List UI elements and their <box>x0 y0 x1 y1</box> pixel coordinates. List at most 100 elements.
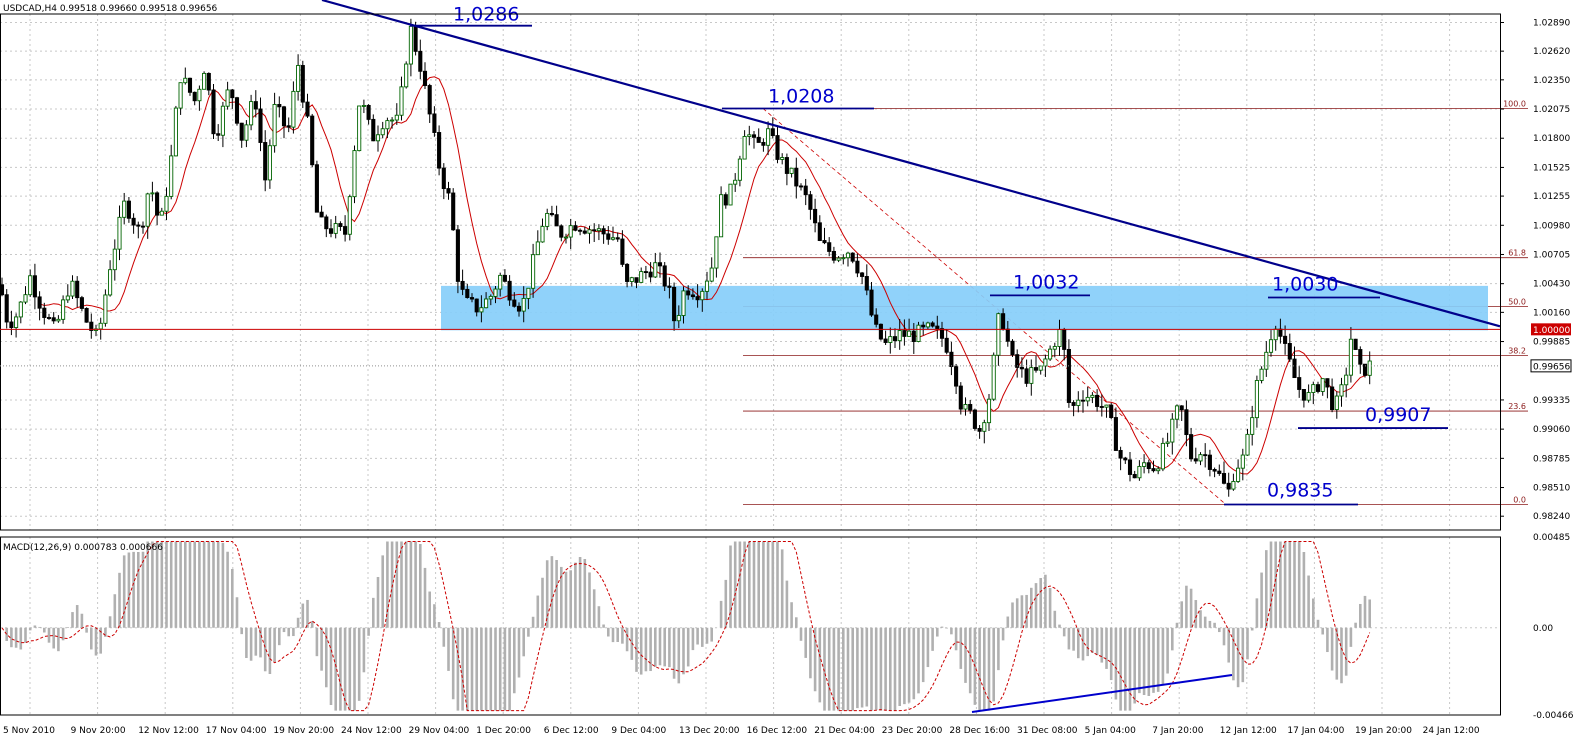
candle <box>1339 377 1344 407</box>
candle <box>775 126 780 164</box>
candle-body <box>531 254 536 289</box>
candle <box>502 269 507 283</box>
candle-body <box>117 216 122 250</box>
price-tick-label: 0.98785 <box>1533 454 1570 464</box>
candle-body <box>1038 365 1043 371</box>
time-tick-label: 21 Dec 04:00 <box>814 726 875 736</box>
candle <box>1099 394 1104 417</box>
candle-body <box>582 230 587 234</box>
candle <box>808 190 813 220</box>
candle <box>1104 404 1109 418</box>
candle <box>841 254 846 265</box>
candle-body <box>385 120 390 130</box>
candle <box>140 221 146 234</box>
time-tick-label: 9 Dec 04:00 <box>611 726 666 736</box>
candle <box>1109 402 1114 420</box>
candle-body <box>601 228 606 235</box>
candle <box>991 352 996 402</box>
candle <box>634 277 639 289</box>
candle-body <box>220 105 225 136</box>
candle <box>37 291 42 321</box>
macd-tick-label: 0.00485 <box>1533 533 1570 543</box>
candle <box>422 62 428 90</box>
candle-body <box>493 288 498 297</box>
candle-body <box>1301 389 1306 401</box>
candle <box>394 103 399 125</box>
candle <box>328 219 334 238</box>
candle-body <box>944 337 949 353</box>
candle <box>845 251 851 267</box>
candle <box>1212 467 1217 478</box>
price-tick-label: 1.00430 <box>1533 280 1570 290</box>
candle-body <box>860 272 865 277</box>
candle <box>1301 389 1306 408</box>
current-price-label: 0.99656 <box>1533 362 1570 372</box>
candle <box>620 230 625 267</box>
candle <box>239 122 244 148</box>
candle-body <box>1250 417 1255 435</box>
candle-body <box>319 211 324 218</box>
candle-body <box>375 134 381 142</box>
price-tick-label: 0.99885 <box>1533 338 1570 348</box>
candle <box>465 283 470 299</box>
candle <box>75 276 80 308</box>
candle-body <box>366 105 371 120</box>
candle-body <box>667 285 672 288</box>
candle <box>211 83 216 139</box>
candle-body <box>1236 467 1241 482</box>
candle-body <box>418 50 423 72</box>
candle-body <box>1189 434 1194 460</box>
candle <box>601 225 606 244</box>
candle-body <box>1179 405 1184 411</box>
candle-body <box>568 225 573 238</box>
candle <box>686 285 691 300</box>
time-tick-label: 16 Dec 12:00 <box>747 726 808 736</box>
candle <box>437 125 442 176</box>
candle <box>352 145 357 204</box>
candle <box>860 271 865 285</box>
candle-body <box>1268 339 1274 353</box>
candle-body <box>357 105 362 152</box>
price-annotations: 1,0286 1,0208 1,0032 1,0030 0,9907 0,9835 <box>410 4 1448 506</box>
candle-body <box>1325 378 1330 388</box>
candle-body <box>474 298 479 313</box>
candle-body <box>183 77 188 84</box>
candle-body <box>1217 470 1222 474</box>
candle-body <box>281 106 287 127</box>
candle <box>968 399 973 414</box>
candle-body <box>1245 433 1250 456</box>
candle <box>28 269 33 297</box>
candle-body <box>620 238 625 265</box>
candle <box>1231 473 1236 491</box>
candle <box>108 260 113 297</box>
candle-body <box>545 212 550 227</box>
candle <box>1066 339 1071 408</box>
candle-body <box>169 155 174 197</box>
time-tick-label: 19 Nov 20:00 <box>273 726 334 736</box>
candle-body <box>413 25 418 52</box>
candle-body <box>202 72 207 90</box>
candle <box>32 263 37 310</box>
candle <box>385 117 390 139</box>
candle <box>258 97 263 152</box>
candle <box>803 178 808 206</box>
candle <box>756 128 761 143</box>
candle <box>657 252 663 278</box>
candle-body <box>432 113 437 133</box>
candle <box>1080 390 1086 413</box>
candle <box>610 226 616 241</box>
price-tick-label: 1.01525 <box>1533 163 1570 173</box>
candle-body <box>1033 367 1039 371</box>
candle-body <box>314 164 319 213</box>
candle <box>643 265 648 280</box>
candle-body <box>850 252 855 262</box>
candle-body <box>1212 469 1217 472</box>
candle-body <box>1367 360 1372 376</box>
candle <box>592 223 597 242</box>
candle-body <box>1095 394 1100 407</box>
candle <box>244 120 249 148</box>
candle-body <box>789 167 794 174</box>
candle <box>888 327 893 354</box>
candle <box>977 425 982 439</box>
candle-body <box>540 225 545 243</box>
